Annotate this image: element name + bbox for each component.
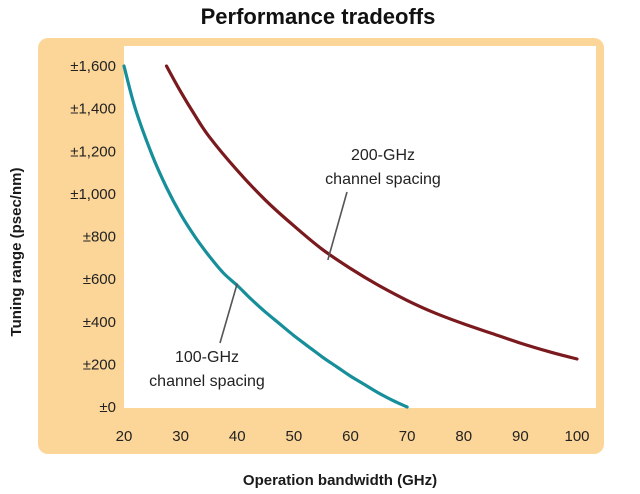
annotation-200ghz-line-2: channel spacing bbox=[325, 171, 441, 188]
y-tick-label: ±800 bbox=[83, 229, 116, 246]
series-layer bbox=[122, 64, 579, 409]
y-tick-label: ±200 bbox=[83, 356, 116, 373]
x-tick-label: 30 bbox=[172, 428, 189, 445]
annotation-200ghz: 200-GHz channel spacing bbox=[325, 147, 441, 261]
chart-title: Performance tradeoffs bbox=[201, 4, 436, 29]
plot-area bbox=[124, 46, 596, 408]
annotation-100ghz-line-1: 100-GHz bbox=[175, 349, 239, 366]
x-tick-label: 100 bbox=[564, 428, 589, 445]
series-line-100ghz bbox=[122, 64, 409, 409]
y-tick-label: ±1,600 bbox=[70, 58, 116, 75]
y-tick-label: ±600 bbox=[83, 271, 116, 288]
x-tick-label: 80 bbox=[455, 428, 472, 445]
y-tick-label: ±0 bbox=[99, 399, 116, 416]
y-tick-label: ±400 bbox=[83, 314, 116, 331]
y-tick-label: ±1,200 bbox=[70, 143, 116, 160]
x-tick-label: 90 bbox=[512, 428, 529, 445]
y-axis-ticks: ±0 ±200 ±400 ±600 ±800 ±1,000 ±1,200 ±1,400 ±1,6… bbox=[70, 58, 116, 416]
x-axis-ticks: 20 30 40 50 60 70 80 90 100 bbox=[116, 428, 590, 445]
x-tick-label: 20 bbox=[116, 428, 133, 445]
series-line-200ghz bbox=[164, 64, 579, 361]
annotation-200ghz-line-1: 200-GHz bbox=[351, 147, 415, 164]
annotation-100ghz-line-2: channel spacing bbox=[149, 373, 265, 390]
annotation-100ghz-leader bbox=[219, 283, 239, 344]
x-axis-label: Operation bandwidth (GHz) bbox=[243, 472, 437, 489]
x-tick-label: 60 bbox=[342, 428, 359, 445]
y-tick-label: ±1,400 bbox=[70, 101, 116, 118]
y-axis-label: Tuning range (psec/nm) bbox=[8, 168, 25, 337]
x-tick-label: 70 bbox=[399, 428, 416, 445]
x-tick-label: 40 bbox=[229, 428, 246, 445]
annotation-100ghz: 100-GHz channel spacing bbox=[149, 283, 265, 390]
annotation-200ghz-leader bbox=[327, 191, 348, 261]
y-tick-label: ±1,000 bbox=[70, 186, 116, 203]
x-tick-label: 50 bbox=[286, 428, 303, 445]
